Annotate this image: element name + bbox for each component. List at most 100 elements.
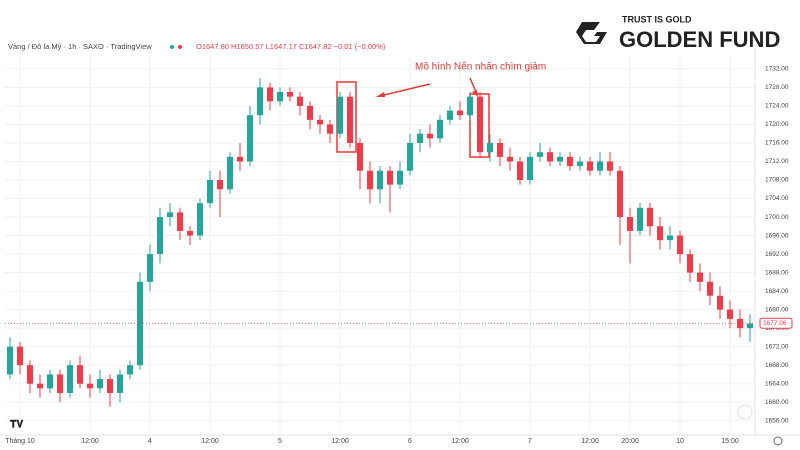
candle-body bbox=[407, 142, 413, 171]
y-tick-label: 1708.00 bbox=[765, 177, 789, 184]
candle-body bbox=[447, 110, 453, 120]
candle-body bbox=[127, 365, 133, 375]
y-tick-label: 1712.00 bbox=[765, 158, 789, 165]
x-tick-label: 10 bbox=[676, 438, 684, 445]
candle-body bbox=[697, 272, 703, 282]
candle-body bbox=[687, 254, 693, 273]
candle-body bbox=[87, 383, 93, 389]
candle-body bbox=[467, 96, 473, 116]
candle-body bbox=[287, 92, 293, 97]
x-tick-label: 7 bbox=[528, 438, 532, 445]
candle-body bbox=[627, 217, 633, 231]
candle-body bbox=[317, 119, 323, 125]
y-tick-label: 1704.00 bbox=[765, 195, 789, 202]
tv-logo: 𝐓𝐕 bbox=[10, 419, 23, 431]
symbol-info: Vàng / Đô la Mỹ · 1h · SAXO · TradingVie… bbox=[8, 42, 152, 51]
x-tick-label: 4 bbox=[148, 438, 152, 445]
candle-body bbox=[587, 161, 593, 171]
y-tick-label: 1724.00 bbox=[765, 103, 789, 110]
candle-body bbox=[367, 170, 373, 190]
y-tick-label: 1668.00 bbox=[765, 362, 789, 369]
button[interactable] bbox=[737, 404, 753, 420]
x-tick-label: 12:00 bbox=[581, 438, 599, 445]
candle-body bbox=[557, 156, 563, 162]
y-tick-label: 1700.00 bbox=[765, 214, 789, 221]
candle-body bbox=[117, 374, 123, 393]
candle-body bbox=[337, 96, 343, 134]
y-tick-label: 1692.00 bbox=[765, 251, 789, 258]
settings-icon[interactable] bbox=[773, 436, 783, 446]
candle-body bbox=[377, 170, 383, 190]
y-tick-label: 1696.00 bbox=[765, 232, 789, 239]
candle-body bbox=[7, 346, 13, 375]
candle-body bbox=[527, 156, 533, 180]
y-tick-label: 1688.00 bbox=[765, 269, 789, 276]
arrow bbox=[469, 77, 477, 93]
candle-body bbox=[507, 156, 513, 162]
candle-body bbox=[477, 96, 483, 153]
y-tick-label: 1728.00 bbox=[765, 84, 789, 91]
candle-body bbox=[547, 152, 553, 162]
y-tick-label: 1684.00 bbox=[765, 288, 789, 295]
candle-body bbox=[387, 170, 393, 185]
candle-body bbox=[417, 133, 423, 143]
candle-body bbox=[637, 207, 643, 231]
candle-body bbox=[567, 156, 573, 167]
candle-body bbox=[47, 374, 53, 389]
candle-body bbox=[187, 230, 193, 236]
candle-body bbox=[77, 365, 83, 384]
candle-body bbox=[397, 170, 403, 185]
candle-body bbox=[97, 379, 103, 389]
candle-body bbox=[427, 133, 433, 139]
candle-body bbox=[277, 92, 283, 102]
logo: TRUST IS GOLD GOLDEN FUND bbox=[576, 14, 780, 52]
logo-icon bbox=[576, 22, 607, 44]
y-tick-label: 1716.00 bbox=[765, 140, 789, 147]
candle-body bbox=[27, 365, 33, 384]
candle-body bbox=[17, 346, 23, 366]
candle-body bbox=[437, 119, 443, 139]
x-tick-label: 12:00 bbox=[331, 438, 349, 445]
candle-body bbox=[37, 383, 43, 389]
candle-body bbox=[217, 180, 223, 190]
x-tick-label: 5 bbox=[278, 438, 282, 445]
x-tick-label: 20:00 bbox=[621, 438, 639, 445]
candle-body bbox=[647, 207, 653, 227]
candle-body bbox=[517, 161, 523, 180]
candle-body bbox=[347, 96, 353, 143]
candle-body bbox=[207, 180, 213, 204]
last-price-box bbox=[759, 317, 793, 329]
y-tick-label: 1660.00 bbox=[765, 399, 789, 406]
candle-body bbox=[707, 281, 713, 296]
candle-body bbox=[607, 161, 613, 171]
candle-body bbox=[597, 161, 603, 171]
logo-tagline: TRUST IS GOLD bbox=[622, 14, 692, 24]
candle-body bbox=[227, 156, 233, 190]
candle-body bbox=[747, 323, 753, 329]
candle-body bbox=[487, 142, 493, 153]
candle-body bbox=[497, 142, 503, 157]
arrow bbox=[379, 83, 431, 97]
y-tick-label: 1672.00 bbox=[765, 343, 789, 350]
x-tick-label: 12:00 bbox=[81, 438, 99, 445]
candle-body bbox=[327, 124, 333, 134]
candle-body bbox=[617, 170, 623, 218]
x-tick-label: 6 bbox=[408, 438, 412, 445]
candle-body bbox=[577, 161, 583, 167]
candle-body bbox=[667, 235, 673, 241]
candle-body bbox=[677, 235, 683, 255]
candle-body bbox=[267, 87, 273, 102]
arrow-head bbox=[376, 92, 385, 97]
x-tick-label: 15:00 bbox=[721, 438, 739, 445]
y-tick-label: 1664.00 bbox=[765, 380, 789, 387]
candle-body bbox=[537, 152, 543, 157]
candle-body bbox=[237, 156, 243, 162]
status-dot bbox=[178, 45, 182, 49]
last-price-label: 1677.06 bbox=[763, 320, 787, 327]
candle-body bbox=[727, 309, 733, 319]
candle-body bbox=[157, 217, 163, 255]
x-tick-label: 12:00 bbox=[451, 438, 469, 445]
candle-body bbox=[197, 203, 203, 236]
status-dot bbox=[170, 45, 174, 49]
